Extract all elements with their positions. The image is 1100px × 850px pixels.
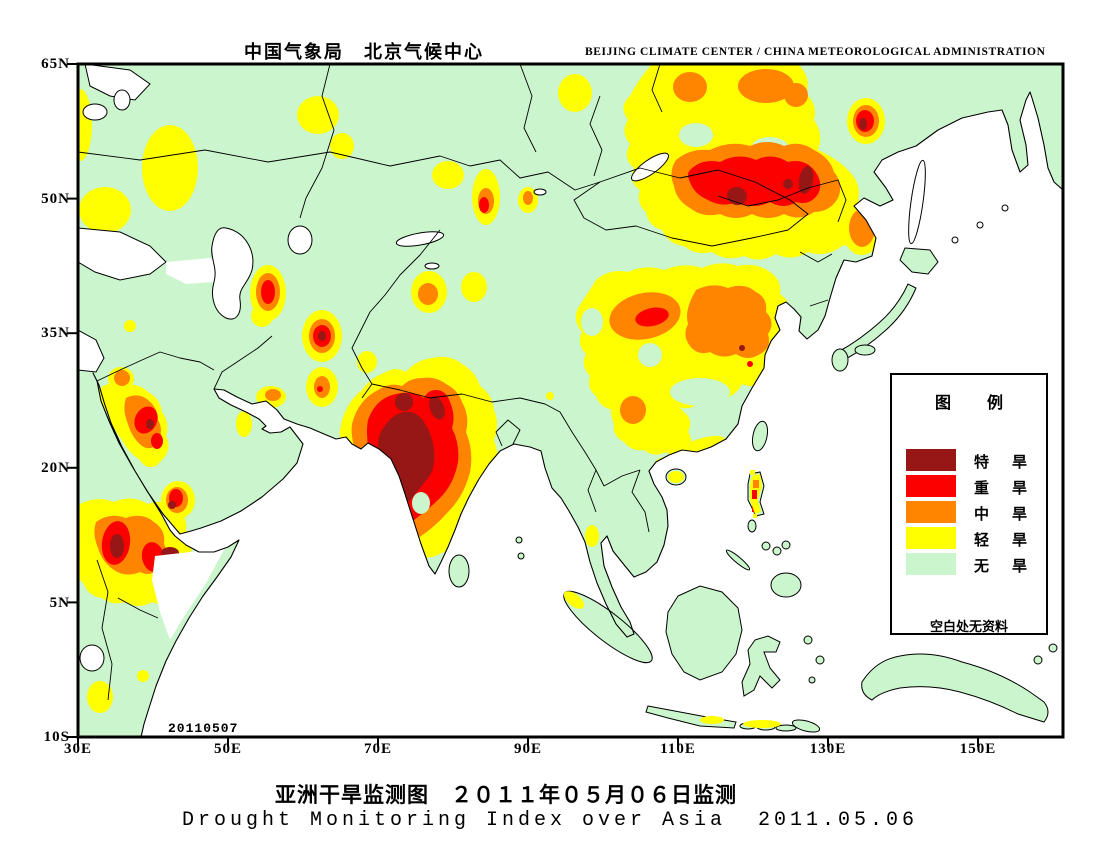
drought-shading-layer — [78, 64, 885, 713]
somalia-nodata-wedge — [152, 548, 225, 640]
y-tick-label: 10S — [43, 729, 70, 745]
agency-title-english: BEIJING CLIMATE CENTER / CHINA METEOROLO… — [585, 46, 1046, 58]
legend-item-label: 轻 旱 — [974, 533, 1032, 549]
no-drought-swatch — [906, 553, 956, 575]
caspian-sea — [211, 227, 254, 320]
mindanao — [770, 572, 802, 598]
x-tick-label: 130E — [809, 741, 847, 757]
island-drought-specks — [563, 470, 781, 728]
borneo — [665, 585, 743, 681]
map-frame — [76, 62, 1065, 739]
x-tick-label: 150E — [959, 741, 997, 757]
legend-item-severe: 重 旱 — [906, 474, 1036, 499]
lake-baikal — [631, 152, 669, 182]
aral-sea — [287, 225, 313, 255]
legend-item-moderate: 中 旱 — [906, 500, 1036, 525]
map-date-stamp: 20110507 — [168, 721, 239, 736]
lake-balkhash — [395, 231, 445, 247]
legend-title: 图 例 — [934, 395, 1013, 412]
legend-nodata-note: 空白处无资料 — [929, 619, 1008, 634]
sri-lanka — [448, 554, 470, 588]
map-title-english: Drought Monitoring Index over Asia 2011.… — [181, 809, 919, 832]
x-tick-label: 90E — [513, 741, 542, 757]
x-tick-label: 50E — [213, 741, 242, 757]
x-tick-label: 70E — [363, 741, 392, 757]
honshu — [837, 283, 917, 361]
palawan — [725, 549, 751, 571]
new-guinea — [861, 653, 1049, 723]
y-tick-label: 20N — [41, 460, 70, 476]
agency-title-chinese: 中国气象局 北京气候中心 — [244, 42, 484, 62]
legend-item-none: 无 旱 — [906, 552, 1036, 577]
light-drought-swatch — [906, 527, 956, 549]
sulawesi — [741, 635, 781, 697]
shikoku — [854, 344, 876, 356]
x-tick-label: 110E — [660, 741, 696, 757]
legend-item-label: 无 旱 — [974, 559, 1032, 575]
taiwan — [751, 420, 769, 452]
legend-item-label: 中 旱 — [974, 507, 1032, 523]
legend-box: 图 例 特 旱 重 旱 中 旱 轻 旱 无 旱 空白处无资料 — [890, 373, 1048, 635]
mediterranean-corner — [78, 329, 105, 373]
sakhalin — [908, 159, 926, 245]
lake-victoria — [79, 644, 105, 672]
black-sea — [78, 227, 167, 281]
kyushu — [831, 348, 849, 372]
legend-item-light: 轻 旱 — [906, 526, 1036, 551]
legend-item-label: 重 旱 — [974, 481, 1032, 497]
extreme-drought-swatch — [906, 449, 956, 471]
y-tick-label: 65N — [41, 56, 70, 72]
y-tick-label: 50N — [41, 191, 70, 207]
map-title-chinese: 亚洲干旱监测图 ２０１１年０５月０６日监测 — [275, 783, 737, 807]
legend-item-extreme: 特 旱 — [906, 448, 1036, 473]
y-tick-label: 35N — [41, 325, 70, 341]
legend-item-label: 特 旱 — [974, 455, 1032, 471]
x-tick-label: 30E — [63, 741, 92, 757]
water-nodata-layer — [78, 64, 1009, 672]
hokkaido — [899, 247, 939, 275]
axis-ticks — [67, 63, 979, 747]
severe-drought-swatch — [906, 475, 956, 497]
timor — [791, 719, 821, 733]
y-tick-label: 5N — [49, 595, 70, 611]
moderate-drought-swatch — [906, 501, 956, 523]
border-lines-layer — [78, 64, 847, 701]
white-sea — [84, 64, 151, 101]
